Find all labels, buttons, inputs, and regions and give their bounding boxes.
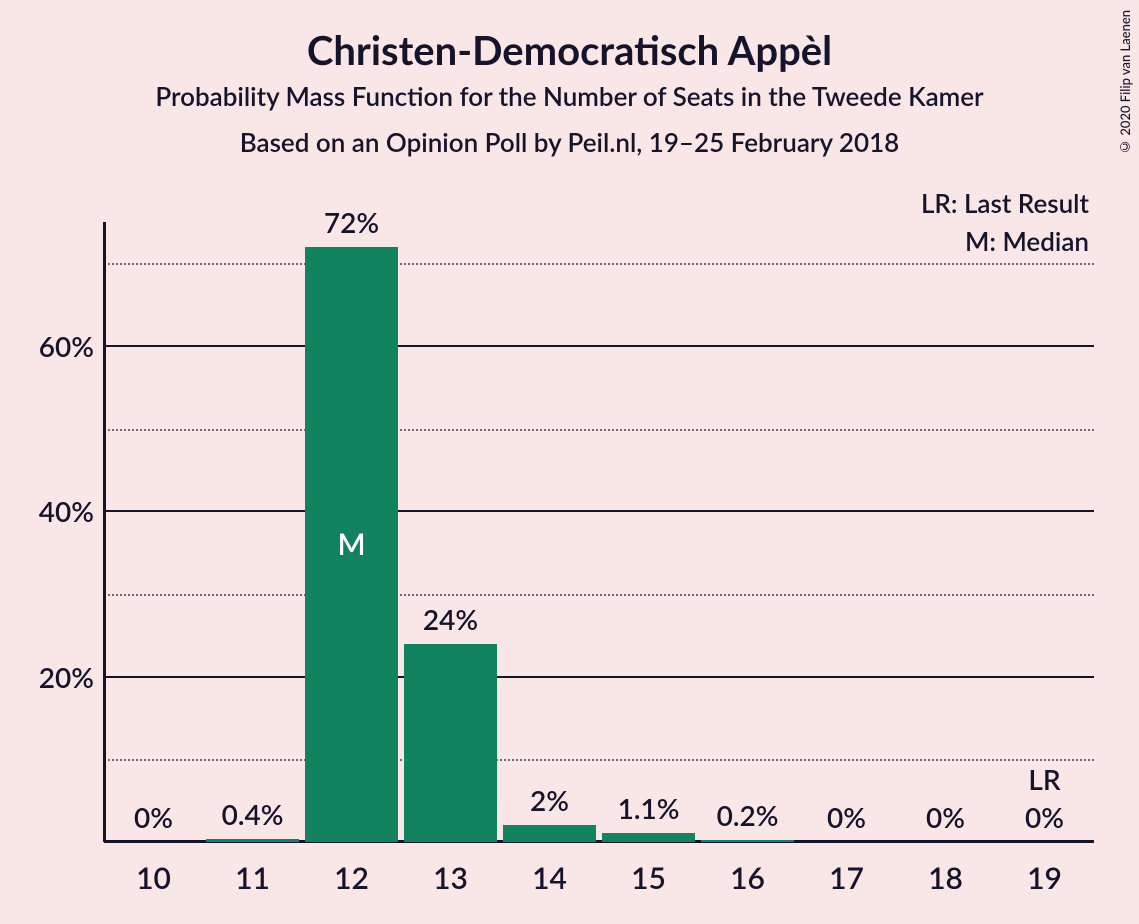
chart-bar [701,840,794,842]
gridline-major [104,676,1094,678]
x-tick-label: 16 [730,860,765,896]
bar-value-label: 24% [423,602,478,636]
bar-value-label: 0% [134,800,173,834]
chart-title: Christen-Democratisch Appèl [307,26,832,74]
bar-value-label: 0.4% [222,797,284,831]
chart-bar [404,644,497,842]
chart-bar [503,825,596,842]
x-tick-label: 18 [928,860,963,896]
x-tick-label: 19 [1027,860,1062,896]
gridline-minor [104,594,1094,596]
copyright-text: © 2020 Filip van Laenen [1117,10,1133,155]
gridline-major [104,510,1094,512]
bar-value-label: 0.2% [717,798,779,832]
gridline-major [104,345,1094,347]
chart-bar [206,839,299,842]
y-tick-label: 20% [39,660,94,694]
bar-value-label: 2% [530,783,569,817]
x-tick-label: 17 [829,860,864,896]
last-result-marker: LR [1028,762,1060,796]
x-tick-label: 15 [631,860,666,896]
gridline-minor [104,759,1094,761]
chart-subtitle-1: Probability Mass Function for the Number… [155,80,983,112]
bar-value-label: 72% [324,205,379,239]
median-marker: M [337,526,365,562]
x-tick-label: 10 [136,860,171,896]
bar-value-label: 0% [926,800,965,834]
x-tick-label: 13 [433,860,468,896]
x-tick-label: 12 [334,860,369,896]
chart-bar [602,833,695,842]
chart-plot-area: LR: Last Result M: Median 20%40%60%0%100… [104,222,1094,842]
legend-median: M: Median [965,225,1089,257]
gridline-minor [104,263,1094,265]
chart-subtitle-2: Based on an Opinion Poll by Peil.nl, 19–… [240,126,900,158]
x-tick-label: 11 [235,860,270,896]
bar-value-label: 0% [1025,800,1064,834]
bar-value-label: 1.1% [618,791,680,825]
gridline-minor [104,429,1094,431]
y-tick-label: 60% [39,329,94,363]
y-tick-label: 40% [39,494,94,528]
x-tick-label: 14 [532,860,567,896]
legend-last-result: LR: Last Result [921,187,1089,219]
y-axis [103,222,106,842]
bar-value-label: 0% [827,800,866,834]
